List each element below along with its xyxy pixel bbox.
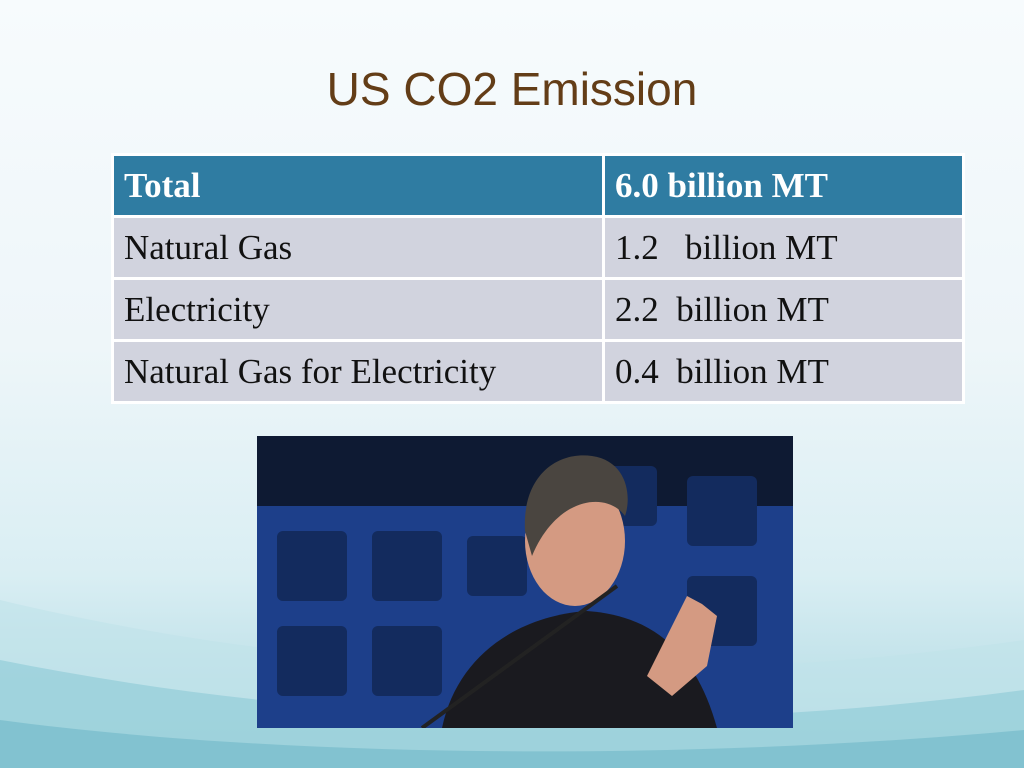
table-cell: Electricity (111, 277, 605, 342)
table-cell: 0.4 billion MT (602, 339, 965, 404)
photo (257, 436, 793, 728)
table-row: Electricity 2.2 billion MT (111, 277, 965, 342)
header-cell: Total (111, 153, 605, 218)
table-row: Natural Gas for Electricity 0.4 billion M… (111, 339, 965, 404)
table-cell: 2.2 billion MT (602, 277, 965, 342)
header-cell: 6.0 billion MT (602, 153, 965, 218)
table-row: Natural Gas 1.2 billion MT (111, 215, 965, 280)
table-cell: Natural Gas (111, 215, 605, 280)
table-cell: 1.2 billion MT (602, 215, 965, 280)
slide-title: US CO2 Emission (326, 63, 698, 115)
header-row: Total 6.0 billion MT (111, 153, 965, 218)
emission-table: Total 6.0 billion MT Natural Gas 1.2 billi… (111, 153, 965, 404)
table-cell: Natural Gas for Electricity (111, 339, 605, 404)
